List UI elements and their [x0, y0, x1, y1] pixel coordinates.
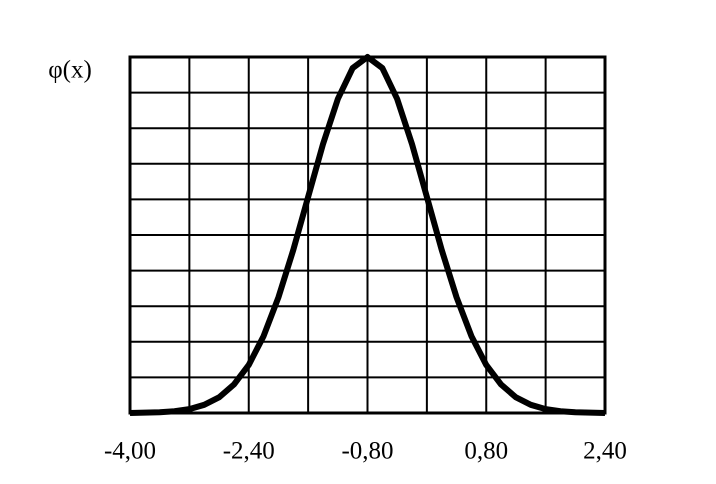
- x-tick-label: 0,80: [464, 438, 508, 465]
- x-tick-label: -4,00: [104, 438, 156, 465]
- curve: [129, 54, 606, 416]
- x-tick-label: 2,40: [583, 438, 627, 465]
- x-tick-label: -2,40: [223, 438, 275, 465]
- y-axis-label: φ(x): [48, 57, 92, 84]
- x-tick-label: -0,80: [341, 438, 393, 465]
